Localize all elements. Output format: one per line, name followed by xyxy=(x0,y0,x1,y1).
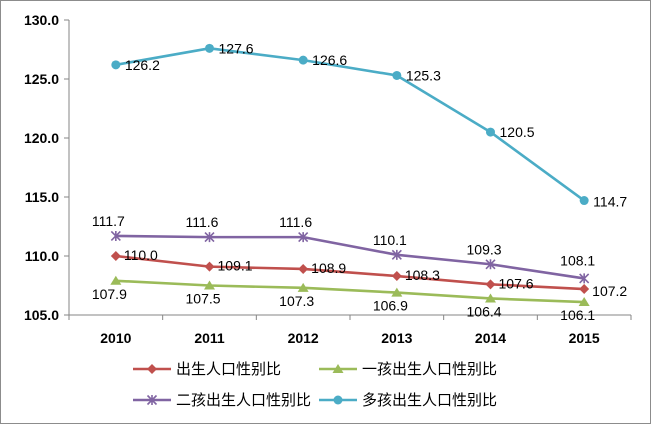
data-label: 108.9 xyxy=(311,260,346,276)
data-label: 106.1 xyxy=(560,307,595,323)
data-label: 110.1 xyxy=(373,232,407,248)
legend-label: 出生人口性别比 xyxy=(176,360,281,378)
axes: 105.0 110.0 115.0 120.0 125.0 130.0 2010 2011 20… xyxy=(24,12,632,346)
star-marker xyxy=(579,273,590,284)
diamond-marker xyxy=(485,279,496,290)
triangle-marker xyxy=(110,275,122,285)
diamond-marker xyxy=(298,263,309,274)
data-label: 109.1 xyxy=(218,258,253,274)
circle-marker xyxy=(111,60,121,70)
triangle-marker xyxy=(578,297,590,307)
series-layer xyxy=(110,43,590,307)
circle-marker xyxy=(298,55,308,65)
y-tick-label: 125.0 xyxy=(24,71,59,87)
diamond-marker xyxy=(204,261,215,272)
x-tick-label: 2013 xyxy=(381,330,412,346)
data-label: 106.9 xyxy=(373,298,408,314)
legend-item: 二孩出生人口性别比 xyxy=(133,391,311,409)
legend-item: 出生人口性别比 xyxy=(133,360,281,378)
y-tick-label: 115.0 xyxy=(25,189,59,205)
triangle-marker xyxy=(485,293,496,303)
series-line xyxy=(115,47,585,202)
circle-marker xyxy=(205,43,214,53)
data-label: 107.3 xyxy=(279,293,314,309)
data-label: 120.5 xyxy=(500,124,535,140)
legend-item: 一孩出生人口性别比 xyxy=(319,360,497,378)
data-label: 109.3 xyxy=(467,241,502,257)
star-marker xyxy=(204,232,215,243)
legend-item: 多孩出生人口性别比 xyxy=(319,391,497,409)
star-marker xyxy=(485,259,496,270)
legend-label: 一孩出生人口性别比 xyxy=(362,360,497,378)
triangle-marker xyxy=(204,280,215,290)
data-label: 107.6 xyxy=(499,275,534,291)
data-label: 114.7 xyxy=(593,194,627,210)
data-label: 127.6 xyxy=(219,40,254,56)
star-marker xyxy=(110,230,121,242)
legend-triangle-marker xyxy=(332,364,344,373)
y-tick-label: 130.0 xyxy=(24,12,59,28)
data-label: 125.3 xyxy=(406,67,441,83)
y-tick-label: 105.0 xyxy=(24,307,59,323)
series-4 xyxy=(111,43,589,206)
data-labels-layer: 110.0 109.1 108.9 108.3 107.6 107.2 107.9 107.5… xyxy=(92,40,628,323)
triangle-marker xyxy=(391,287,403,297)
circle-marker xyxy=(486,127,495,137)
diamond-marker xyxy=(579,284,590,295)
series-1 xyxy=(110,251,590,295)
circle-marker xyxy=(579,196,589,206)
legend-circle-marker xyxy=(333,395,343,405)
data-label: 107.9 xyxy=(92,286,127,302)
series-line xyxy=(115,254,585,291)
x-tick-label: 2015 xyxy=(569,330,600,346)
diamond-marker xyxy=(110,251,121,261)
data-label: 126.2 xyxy=(125,57,160,73)
star-marker xyxy=(391,249,402,260)
data-label: 110.0 xyxy=(124,247,158,263)
data-label: 107.5 xyxy=(186,291,221,307)
series-3 xyxy=(110,230,590,284)
y-tick-label: 110.0 xyxy=(25,248,59,264)
x-tick-label: 2011 xyxy=(194,330,225,346)
data-label: 108.3 xyxy=(405,267,440,283)
x-tick-label: 2012 xyxy=(288,330,319,346)
legend-label: 二孩出生人口性别比 xyxy=(176,391,311,409)
legend-label: 多孩出生人口性别比 xyxy=(362,391,497,409)
star-marker xyxy=(298,232,309,243)
data-label: 108.1 xyxy=(560,252,595,268)
y-tick-label: 120.0 xyxy=(24,130,59,146)
circle-marker xyxy=(392,70,402,80)
series-line xyxy=(115,234,585,280)
legend-star-marker xyxy=(146,394,158,406)
series-2 xyxy=(110,275,590,307)
data-label: 111.7 xyxy=(92,213,125,229)
x-tick-label: 2010 xyxy=(100,330,131,346)
x-tick-label: 2014 xyxy=(475,330,506,346)
diamond-marker xyxy=(391,271,402,282)
data-label: 111.6 xyxy=(186,214,219,230)
data-label: 106.4 xyxy=(467,303,502,319)
legend-diamond-marker xyxy=(147,364,157,374)
data-label: 107.2 xyxy=(592,283,627,299)
data-label: 111.6 xyxy=(279,214,312,230)
series-line xyxy=(115,279,585,304)
data-label: 126.6 xyxy=(312,52,347,68)
triangle-marker xyxy=(297,282,309,292)
